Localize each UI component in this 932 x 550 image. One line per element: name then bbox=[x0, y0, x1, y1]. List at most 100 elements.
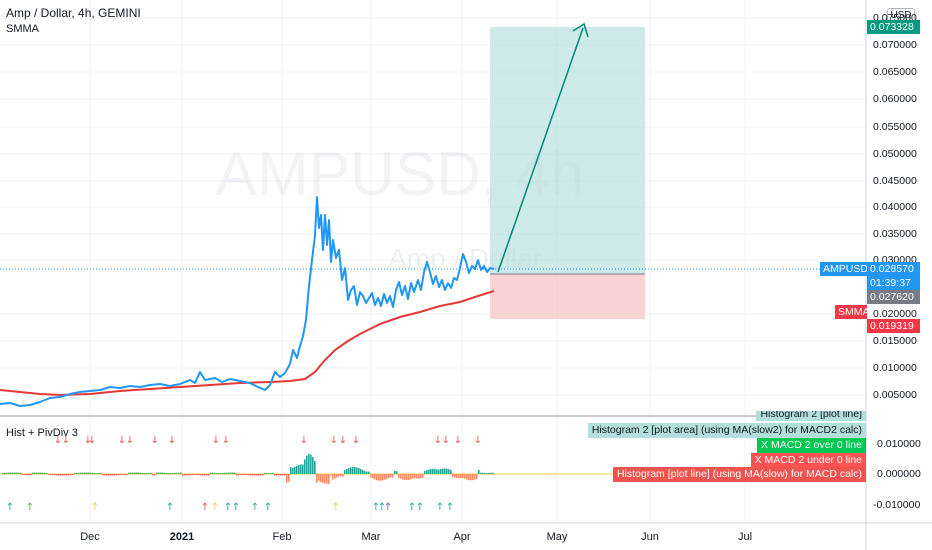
price-axis-label: 0.055000 bbox=[873, 121, 917, 133]
histogram-bar bbox=[242, 474, 244, 475]
histogram-bar bbox=[264, 472, 266, 474]
histogram-bar bbox=[288, 474, 290, 482]
histogram-bar bbox=[116, 474, 118, 476]
histogram-bar bbox=[358, 468, 360, 474]
histogram-bar bbox=[380, 474, 382, 481]
histogram-bar bbox=[100, 472, 102, 474]
histogram-bar bbox=[120, 474, 122, 476]
price-axis-label: 0.050000 bbox=[873, 148, 917, 160]
histogram-bar bbox=[10, 472, 12, 474]
histogram-bar bbox=[110, 474, 112, 476]
divergence-up-icon: ↑ bbox=[201, 502, 209, 513]
target-price-tag: 0.073328 bbox=[867, 20, 920, 34]
histogram-bar bbox=[8, 472, 10, 474]
histogram-bar bbox=[292, 467, 294, 474]
symbol-title[interactable]: Amp / Dollar, 4h, GEMINI bbox=[6, 6, 141, 20]
histogram-bar bbox=[282, 474, 284, 476]
histogram-bar bbox=[102, 474, 104, 476]
histogram-bar bbox=[484, 472, 486, 474]
sub-pane-title[interactable]: Hist + PivDiv 3 bbox=[6, 427, 78, 439]
divergence-up-icon: ↑ bbox=[446, 502, 454, 513]
bar-countdown: 01:39:37 bbox=[867, 276, 920, 290]
histogram-bar bbox=[248, 474, 250, 476]
histogram-bar bbox=[320, 474, 322, 482]
histogram-bar bbox=[386, 474, 388, 479]
histogram-bar bbox=[146, 473, 148, 474]
price-axis-label: 0.020000 bbox=[873, 308, 917, 320]
histogram-bar bbox=[234, 472, 236, 474]
histogram-bar bbox=[160, 472, 162, 474]
histogram-bar bbox=[478, 470, 480, 474]
histogram-bar bbox=[32, 472, 34, 474]
histogram-bar bbox=[94, 472, 96, 474]
histogram-bar bbox=[382, 474, 384, 481]
histogram-bar bbox=[238, 474, 240, 476]
histogram-bar bbox=[78, 472, 80, 474]
divergence-down-icon: ↓ bbox=[126, 435, 134, 446]
price-axis-label: 0.040000 bbox=[873, 201, 917, 213]
histogram-bar bbox=[250, 474, 252, 476]
histogram-bar bbox=[306, 455, 308, 474]
histogram-bar bbox=[4, 472, 6, 474]
histogram-bar bbox=[170, 473, 172, 474]
histogram-bar bbox=[236, 474, 238, 476]
histogram-bar bbox=[452, 474, 454, 478]
macd-histogram[interactable] bbox=[2, 454, 494, 484]
histogram-bar bbox=[374, 474, 376, 480]
histogram-bar bbox=[260, 474, 262, 476]
histogram-bar bbox=[272, 472, 274, 474]
divergence-up-icon: ↑ bbox=[408, 502, 416, 513]
histogram-bar bbox=[316, 474, 318, 483]
histogram-bar bbox=[34, 472, 36, 474]
sub-axis-label: 0.010000 bbox=[877, 438, 921, 450]
histogram-bar bbox=[312, 457, 314, 474]
histogram-bar bbox=[464, 474, 466, 479]
histogram-bar bbox=[256, 474, 258, 476]
histogram-bar bbox=[218, 473, 220, 474]
histogram-bar bbox=[108, 474, 110, 476]
entry-price-tag: 0.027620 bbox=[867, 290, 920, 304]
target-arrow[interactable] bbox=[497, 27, 584, 273]
histogram-bar bbox=[258, 474, 260, 476]
histogram-bar bbox=[436, 469, 438, 474]
histogram-bar bbox=[136, 472, 138, 474]
histogram-bar bbox=[362, 470, 364, 474]
stop-loss-zone[interactable] bbox=[490, 274, 645, 319]
histogram-bar bbox=[412, 474, 414, 479]
histogram-bar bbox=[420, 474, 422, 479]
indicator-label[interactable]: SMMA bbox=[6, 23, 39, 35]
histogram-bar bbox=[42, 472, 44, 474]
histogram-bar bbox=[340, 474, 342, 477]
time-axis-label: Dec bbox=[80, 531, 100, 543]
histogram-bar bbox=[98, 473, 100, 474]
smma-line[interactable] bbox=[0, 290, 495, 397]
histogram-bar bbox=[80, 472, 82, 474]
histogram-bar bbox=[122, 474, 124, 475]
divergence-up-icon: ↑ bbox=[224, 502, 232, 513]
histogram-bar bbox=[192, 474, 194, 476]
price-axis-label: 0.065000 bbox=[873, 66, 917, 78]
histogram-bar bbox=[268, 473, 270, 474]
histogram-bar bbox=[432, 468, 434, 474]
histogram-bar bbox=[156, 472, 158, 474]
histogram-bar bbox=[396, 471, 398, 474]
histogram-bar bbox=[322, 474, 324, 483]
histogram-bar bbox=[28, 474, 30, 476]
price-line[interactable] bbox=[0, 196, 495, 407]
divergence-up-icon: ↑ bbox=[384, 502, 392, 513]
profit-zone[interactable] bbox=[490, 27, 645, 274]
histogram-bar bbox=[12, 472, 14, 474]
histogram-bar bbox=[366, 471, 368, 474]
histogram-bar bbox=[462, 474, 464, 478]
histogram-bar bbox=[2, 472, 4, 474]
histogram-bar bbox=[168, 472, 170, 474]
histogram-bar bbox=[318, 474, 320, 481]
histogram-bar bbox=[346, 469, 348, 474]
histogram-bar bbox=[356, 467, 358, 474]
histogram-bar bbox=[68, 474, 70, 476]
histogram-bar bbox=[458, 474, 460, 479]
histogram-bar bbox=[226, 472, 228, 474]
histogram-bar bbox=[58, 474, 60, 476]
